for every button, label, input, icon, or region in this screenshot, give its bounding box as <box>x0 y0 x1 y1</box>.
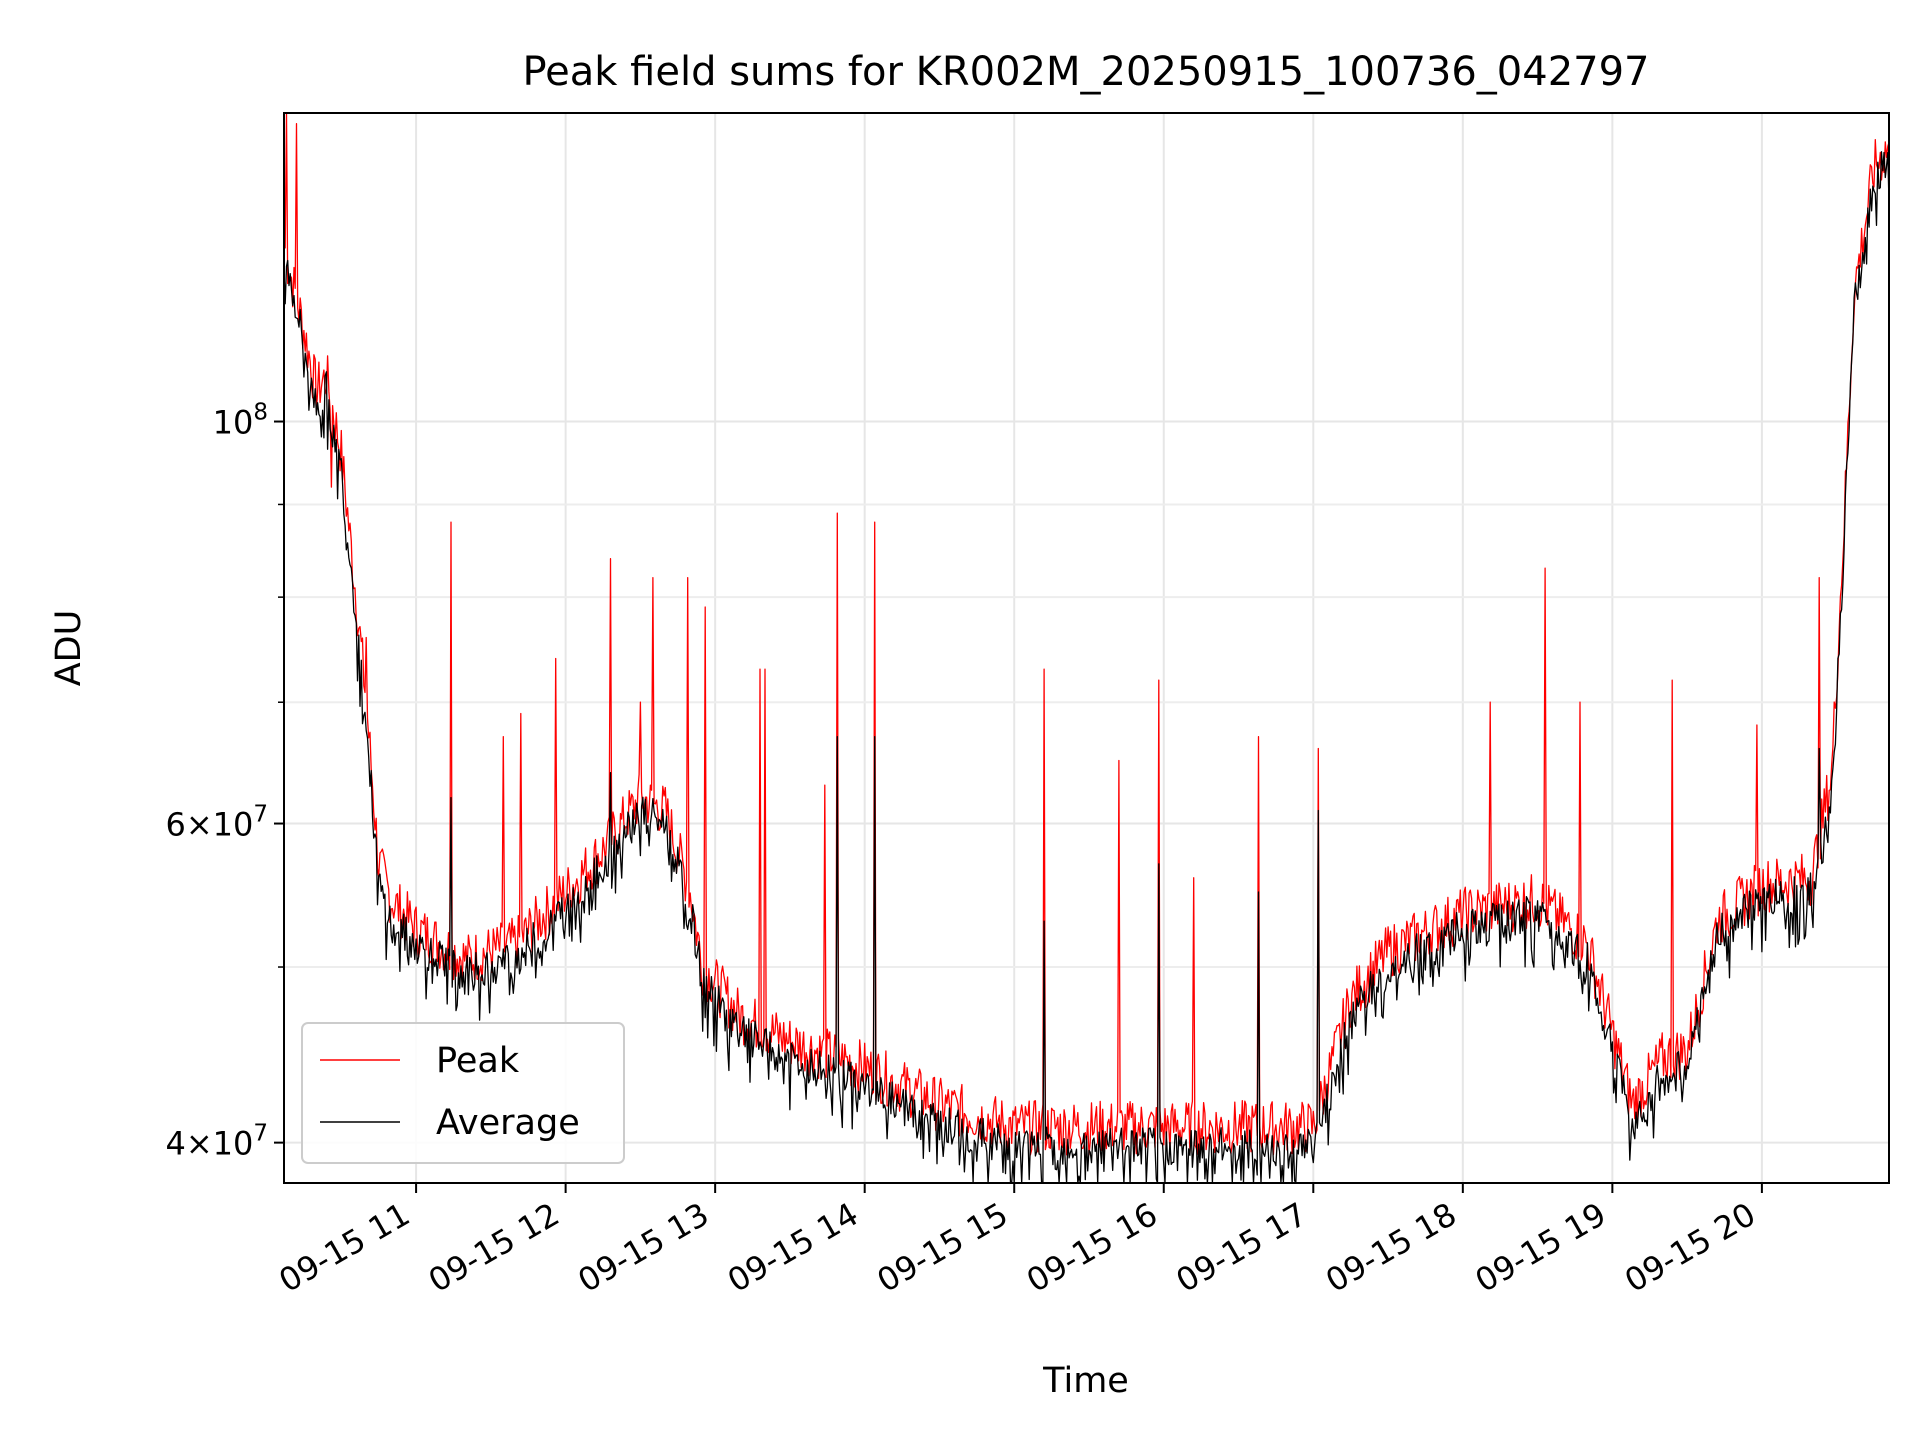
y-axis-label: ADU <box>49 610 89 687</box>
y-tick-label: 6×107 <box>165 802 268 844</box>
series-average <box>283 151 1890 1184</box>
series-line-peak <box>283 112 1890 1156</box>
x-tick-label: 09-15 13 <box>572 1195 716 1300</box>
y-tick-label: 4×107 <box>165 1121 268 1163</box>
plot-frame <box>283 112 1890 1184</box>
legend-peak-label: Peak <box>436 1041 520 1081</box>
x-tick-label: 09-15 17 <box>1170 1195 1314 1300</box>
legend: Peak Average <box>301 1022 625 1164</box>
x-tick-label: 09-15 14 <box>721 1195 865 1300</box>
x-axis-ticks: 09-15 11 09-15 12 09-15 13 09-15 14 09-15 15… <box>272 1183 1763 1300</box>
x-tick-label: 09-15 20 <box>1618 1195 1762 1300</box>
legend-box <box>301 1022 625 1164</box>
grid <box>284 113 1889 1183</box>
series-peak <box>283 112 1890 1156</box>
x-tick-label: 09-15 19 <box>1469 1195 1613 1300</box>
y-axis-ticks: 4×107 6×107 108 <box>165 400 284 1163</box>
x-tick-label: 09-15 15 <box>871 1195 1015 1300</box>
x-tick-label: 09-15 18 <box>1319 1195 1463 1300</box>
series-line-average <box>283 151 1890 1184</box>
x-tick-label: 09-15 12 <box>422 1195 566 1300</box>
y-tick-label: 108 <box>213 400 268 442</box>
x-tick-label: 09-15 16 <box>1020 1195 1164 1300</box>
x-axis-label: Time <box>1042 1361 1129 1401</box>
legend-average-label: Average <box>436 1103 580 1143</box>
x-tick-label: 09-15 11 <box>272 1195 416 1300</box>
plot-series <box>283 112 1890 1184</box>
chart-title: Peak field sums for KR002M_20250915_1007… <box>522 49 1649 95</box>
